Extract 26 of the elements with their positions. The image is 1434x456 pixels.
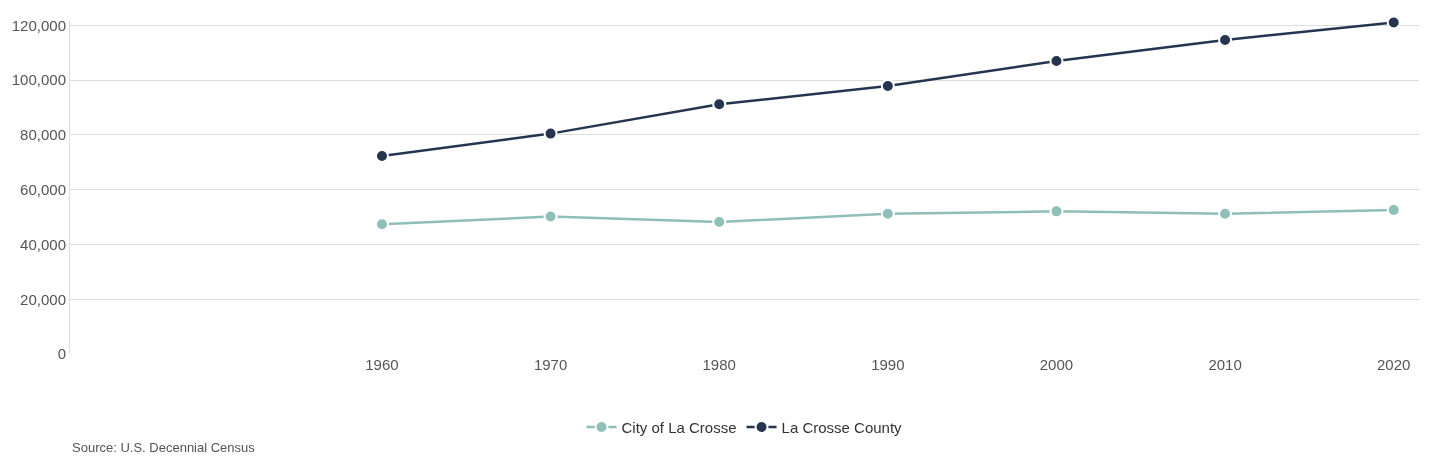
- point: [712, 97, 727, 112]
- point: [1386, 15, 1401, 30]
- x-tick-label: 2010: [1208, 356, 1242, 373]
- x-tick-label: 2000: [1039, 356, 1074, 373]
- point: [880, 206, 895, 221]
- x-tick-label: 1970: [533, 356, 568, 373]
- point: [543, 126, 558, 141]
- point: [1049, 204, 1064, 219]
- y-tick-label: 100,000: [11, 71, 66, 89]
- y-tick-label: 60,000: [20, 180, 66, 198]
- point: [880, 78, 895, 93]
- point: [1386, 203, 1401, 217]
- y-tick-label: 20,000: [20, 290, 66, 308]
- y-tick-label: 0: [57, 345, 66, 363]
- point: [1218, 206, 1233, 221]
- y-tick-label: 120,000: [11, 16, 66, 34]
- point: [543, 209, 558, 224]
- y-tick-label: 40,000: [20, 235, 66, 253]
- source-note: Source: U.S. Decennial Census: [72, 440, 256, 455]
- x-tick-label: 2020: [1377, 356, 1411, 373]
- x-tick-label: 1990: [871, 356, 905, 373]
- legend-label: City of La Crosse: [621, 418, 737, 436]
- legend-label: La Crosse County: [781, 418, 903, 436]
- y-tick-label: 80,000: [20, 126, 66, 144]
- x-tick-label: 1980: [702, 356, 736, 373]
- x-tick-label: 1960: [365, 356, 399, 373]
